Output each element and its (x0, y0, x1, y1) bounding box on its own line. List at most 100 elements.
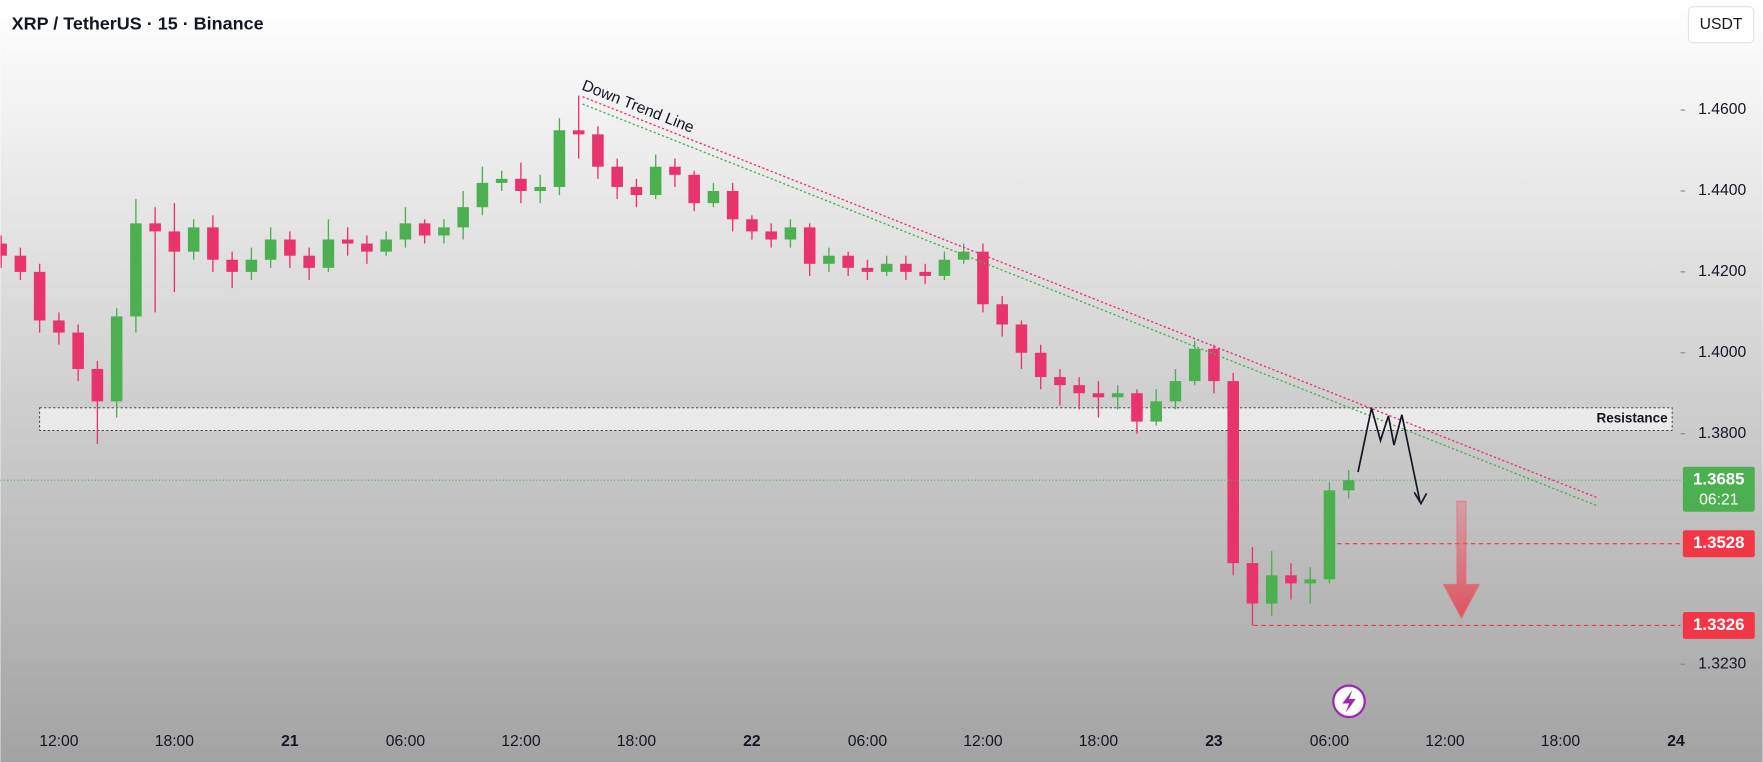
y-axis: 1.4600 1.4400 1.4200 1.4000 1.3800 1.3230 (1680, 101, 1746, 672)
price-label: 1.3528 (1693, 533, 1745, 552)
candle-body (187, 227, 200, 252)
candle-body (495, 178, 508, 183)
candle-body (1169, 381, 1182, 402)
candle-body (861, 267, 874, 272)
candle-body (669, 166, 681, 175)
candle-body (957, 251, 970, 260)
x-tick-label: 18:00 (155, 733, 195, 750)
candle-body (476, 182, 489, 208)
candle-body (341, 239, 354, 244)
x-tick-label: 18:00 (617, 733, 657, 750)
candle-body (1092, 393, 1105, 398)
candle-body (880, 263, 893, 272)
y-tick-label: 1.3800 (1698, 425, 1746, 442)
candle-body (823, 255, 835, 264)
x-tick-label: 12:00 (39, 733, 79, 750)
candle-body (592, 134, 604, 167)
candle-body (977, 251, 989, 305)
candle-body (399, 223, 412, 240)
candle-body (649, 166, 662, 196)
resistance-zone (39, 407, 1673, 431)
candle-body (207, 227, 219, 260)
candle-body (1342, 480, 1355, 491)
x-tick-label: 18:00 (1541, 733, 1581, 750)
projection-arrowhead (1413, 491, 1428, 506)
price-label-box (1682, 466, 1755, 512)
candle-body (842, 255, 854, 268)
candle-body (1034, 352, 1047, 378)
candle-body (303, 255, 315, 268)
candle-body (707, 190, 720, 204)
candle-body (996, 304, 1008, 325)
candle-body (53, 320, 65, 333)
candle-body (1150, 401, 1162, 422)
candle-body (91, 368, 104, 402)
x-tick-label: 06:00 (1310, 733, 1350, 750)
x-axis: 12:00 18:00 21 06:00 12:00 18:00 22 06:00 12:00 1… (39, 733, 1685, 750)
candle-body (919, 271, 931, 276)
candle-body (149, 223, 161, 232)
candle-body (457, 207, 469, 228)
y-tick-label: 1.4400 (1698, 182, 1746, 199)
candle-body (1073, 385, 1085, 394)
candle-body (688, 174, 700, 204)
candle-body (1188, 348, 1201, 382)
chart-title: XRP / TetherUS · 15 · Binance (12, 13, 264, 33)
x-tick-label: 12:00 (1425, 733, 1465, 750)
x-tick-label: 22 (743, 733, 761, 750)
candle-body (110, 316, 123, 402)
overlay (1332, 407, 1481, 719)
candle-body (630, 186, 643, 196)
candle-body (1054, 377, 1066, 386)
candle-body (33, 271, 46, 321)
candle-body (14, 255, 27, 272)
candle-body (438, 227, 450, 236)
candle-body (1111, 393, 1124, 398)
candle-body (168, 231, 181, 252)
candle-body (534, 186, 546, 191)
y-tick-label: 1.4200 (1698, 263, 1746, 280)
plot-area (0, 95, 1681, 627)
x-tick-label: 23 (1205, 733, 1223, 750)
candle-body (1304, 579, 1316, 584)
candle-body (1246, 563, 1259, 604)
x-tick-label: 12:00 (963, 733, 1003, 750)
candle-body (380, 239, 392, 252)
candle-body (245, 259, 258, 272)
price-label-box (1682, 611, 1755, 639)
y-tick-label: 1.4000 (1698, 344, 1746, 361)
price-countdown: 06:21 (1699, 492, 1738, 509)
down-arrow (1442, 500, 1481, 620)
resistance-label: Resistance (1596, 411, 1668, 426)
lightning (1342, 690, 1356, 713)
candle-body (264, 239, 277, 260)
candle-body (418, 223, 431, 236)
candle-body (1323, 490, 1336, 580)
candle-body (1208, 348, 1220, 382)
trend-line (582, 103, 1598, 507)
candle-body (361, 243, 373, 252)
candle-body (284, 239, 296, 256)
candle-body (1227, 381, 1239, 564)
candle-body (130, 223, 142, 317)
candle-body (1131, 393, 1143, 422)
candle-body (746, 219, 758, 232)
x-tick-label: 12:00 (501, 733, 541, 750)
x-tick-label: 24 (1667, 733, 1685, 750)
price-label: 1.3685 (1693, 470, 1745, 489)
candle-body (611, 166, 623, 187)
currency-button[interactable] (1687, 6, 1755, 44)
candle-body (1265, 575, 1278, 604)
candle-body (803, 227, 816, 264)
candle-body (765, 231, 777, 240)
candle-body (553, 130, 566, 187)
candle-body (322, 239, 335, 268)
candle-body (226, 259, 238, 272)
candle-body (572, 130, 585, 135)
x-tick-label: 06:00 (386, 733, 426, 750)
currency-button-label[interactable]: USDT (1700, 16, 1743, 33)
x-tick-label: 18:00 (1079, 733, 1119, 750)
price-label-box (1682, 530, 1755, 558)
